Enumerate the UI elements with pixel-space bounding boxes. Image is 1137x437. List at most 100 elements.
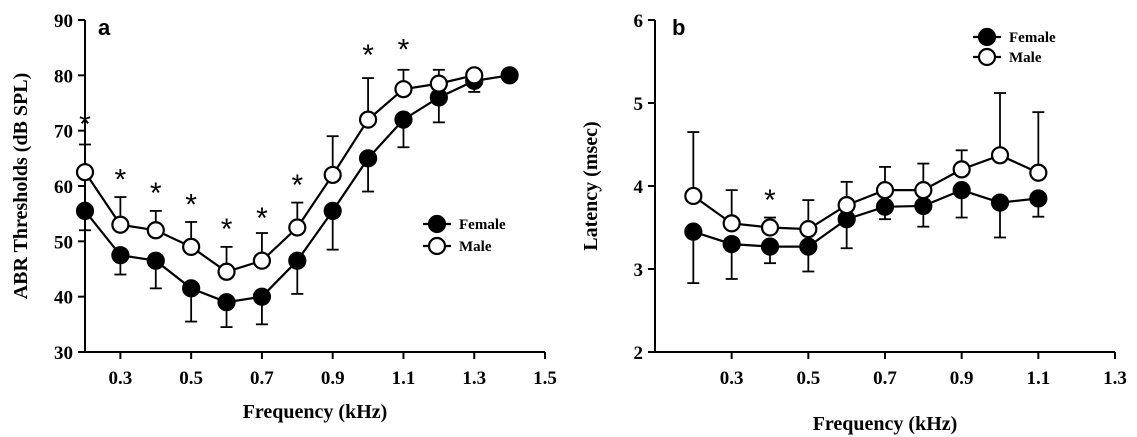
data-point: [799, 220, 818, 239]
data-point: [111, 246, 130, 265]
significance-star: *: [764, 184, 776, 217]
data-point: [358, 110, 378, 129]
x-tick-label: 1.1: [392, 368, 416, 389]
x-axis-title: Frequency (kHz): [243, 401, 388, 423]
data-point: [323, 201, 342, 220]
y-tick-label: 6: [634, 11, 644, 32]
data-point: [252, 251, 272, 270]
data-point: [75, 201, 95, 220]
x-tick-label: 1.3: [462, 368, 486, 389]
data-point: [429, 74, 448, 93]
x-tick-label: 0.3: [720, 368, 744, 389]
x-tick-label: 0.5: [179, 368, 203, 389]
series-male: [684, 92, 1048, 239]
data-point: [394, 80, 413, 99]
y-tick-label: 80: [54, 66, 73, 87]
series-line: [692, 188, 1039, 248]
legend-marker-male: [977, 47, 997, 67]
y-axis-title: Latency (msec): [580, 121, 602, 250]
legend-label: Male: [1009, 50, 1042, 66]
data-point: [146, 221, 165, 240]
legend-label: Male: [459, 239, 492, 255]
data-point: [1029, 189, 1048, 208]
x-axis-title: Frequency (kHz): [813, 413, 958, 435]
panel-b: 2 3 4 5 6 0.3 0.5 0.7 0.9 1.1 1.3 Frequency (kHz) La…: [580, 11, 1127, 435]
data-point: [217, 293, 236, 312]
x-tick-label: 0.9: [321, 368, 345, 389]
data-point: [914, 181, 933, 200]
data-point: [252, 287, 272, 306]
y-tick-label: 3: [634, 260, 644, 281]
data-point: [990, 146, 1010, 165]
x-tick-label: 0.3: [109, 368, 133, 389]
significance-star: *: [291, 169, 303, 202]
data-point: [288, 218, 307, 237]
panel-label: b: [672, 15, 685, 40]
x-tick-label: 1.3: [1103, 368, 1127, 389]
legend-label: Female: [1009, 30, 1056, 46]
data-point: [182, 279, 201, 298]
significance-star: *: [150, 177, 162, 210]
data-point: [914, 196, 933, 216]
data-point: [323, 165, 342, 185]
significance-star: *: [185, 188, 197, 221]
data-point: [990, 193, 1010, 212]
data-point: [952, 181, 971, 200]
panel-label: a: [98, 15, 111, 40]
data-point: [465, 66, 484, 85]
significance-star: *: [79, 108, 91, 141]
y-tick-label: 40: [54, 288, 73, 309]
x-tick-label: 1.1: [1026, 368, 1050, 389]
data-point: [500, 66, 519, 85]
data-point: [146, 251, 165, 270]
data-point: [837, 195, 856, 215]
data-point: [288, 251, 307, 270]
legend-marker-male: [427, 236, 447, 256]
y-tick-label: 4: [634, 177, 644, 198]
x-tick-label: 0.7: [250, 368, 274, 389]
significance-star: *: [362, 39, 374, 72]
significance-star: *: [256, 202, 268, 235]
x-tick-label: 1.5: [533, 368, 557, 389]
y-tick-label: 60: [54, 177, 73, 198]
data-point: [760, 237, 780, 256]
legend-label: Female: [459, 217, 506, 233]
data-point: [75, 163, 95, 182]
data-point: [394, 110, 413, 129]
data-point: [111, 215, 130, 234]
data-point: [722, 214, 741, 233]
data-point: [760, 218, 780, 237]
data-point: [684, 186, 703, 206]
y-tick-label: 30: [54, 343, 73, 364]
series-female: [684, 181, 1048, 285]
series-line: [84, 74, 475, 273]
significance-star: *: [398, 33, 410, 66]
data-point: [182, 237, 201, 256]
significance-star: *: [115, 163, 127, 196]
data-point: [875, 181, 895, 200]
data-point: [799, 237, 818, 256]
y-tick-label: 90: [54, 11, 73, 32]
data-point: [684, 222, 703, 241]
legend-marker-female: [977, 27, 997, 47]
series-male: [75, 66, 484, 281]
data-point: [875, 197, 895, 216]
y-axis-title: ABR Thresholds (dB SPL): [10, 73, 32, 300]
x-tick-label: 0.9: [950, 368, 974, 389]
x-tick-label: 0.7: [873, 368, 897, 389]
legend-marker-female: [427, 214, 447, 234]
panel-a: 30 40 50 60 70 80 90 0.3 0.5 0.7 0.9 1.1 1.3 1.5 Frequ…: [10, 11, 557, 423]
data-point: [952, 160, 971, 179]
y-tick-label: 5: [634, 94, 644, 115]
data-point: [217, 262, 236, 281]
series-line: [692, 154, 1039, 231]
data-point: [722, 235, 741, 254]
data-point: [358, 149, 378, 168]
significance-star: *: [221, 213, 233, 246]
y-tick-label: 70: [54, 122, 73, 143]
y-tick-label: 2: [634, 343, 644, 364]
y-tick-label: 50: [54, 232, 73, 253]
data-point: [1029, 163, 1048, 182]
x-tick-label: 0.5: [796, 368, 820, 389]
